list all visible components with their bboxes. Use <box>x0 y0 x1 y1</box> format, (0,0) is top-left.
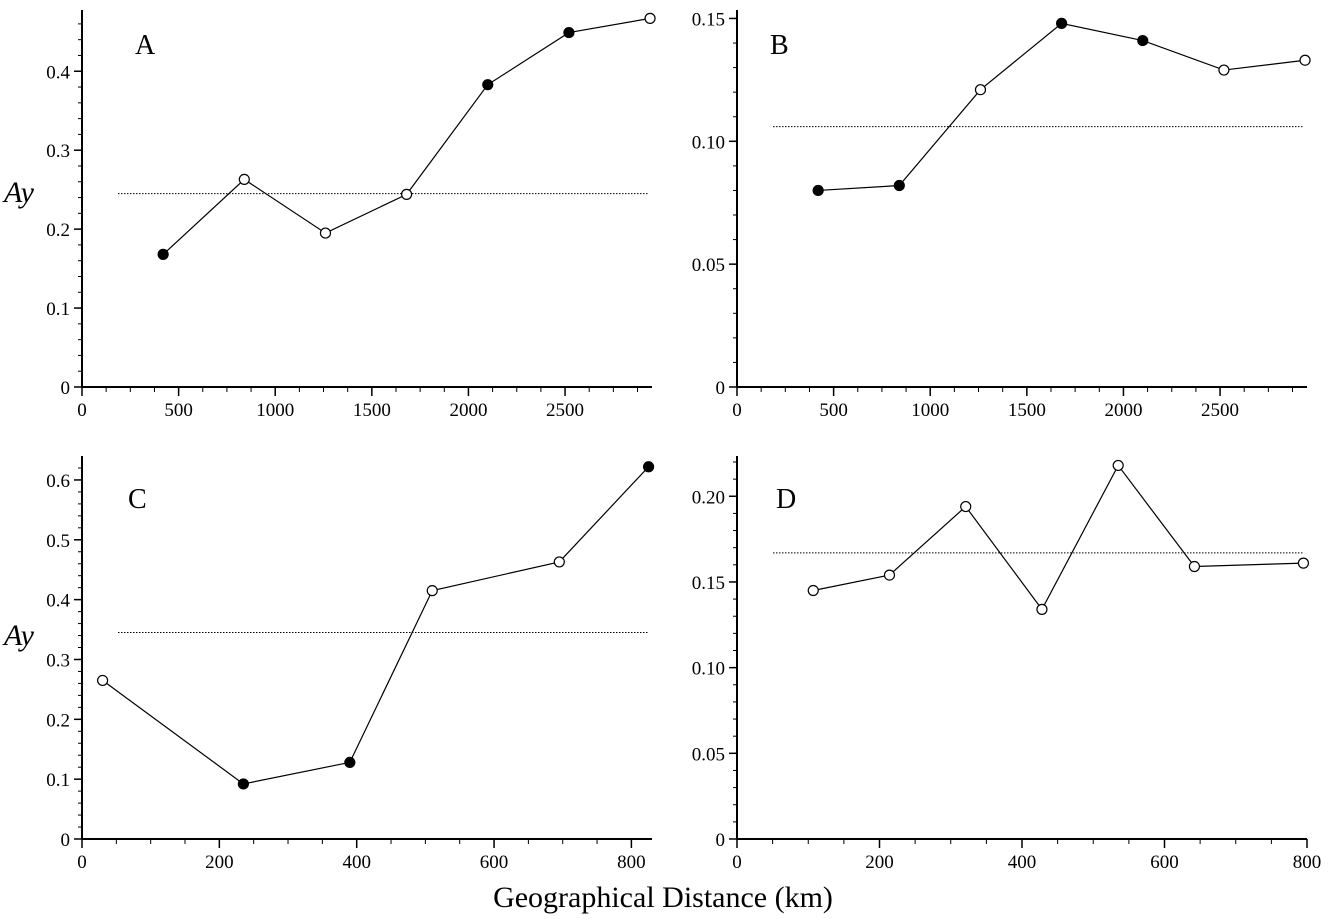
data-point-filled <box>1137 34 1149 47</box>
series-line <box>102 466 650 785</box>
data-point-open <box>1036 603 1048 615</box>
y-tick-label: 0.5 <box>46 531 70 552</box>
panel-label: B <box>770 30 789 61</box>
x-tick-label: 2000 <box>449 400 487 421</box>
series-line <box>818 22 1306 192</box>
y-tick-label: 0.1 <box>46 299 70 320</box>
panel-c: 0 0.1 0.2 0.3 0.4 0.5 0.6 0 200 400 600 800 C Ay <box>2 456 655 873</box>
data-point-filled <box>344 756 356 769</box>
panel-d: 0 0.05 0.10 0.15 0.20 0 200 400 600 800 D <box>692 456 1322 873</box>
panels: 00.10.20.30.40 500 1000 1500 2000 2500AAy00.0… <box>2 9 1321 873</box>
y-tick-label: 0 <box>61 378 71 399</box>
y-tick-label: 0.10 <box>692 132 725 153</box>
panel-a: 0 0.1 0.2 0.3 0.4 0 500 1000 1500 2000 2500 A Ay <box>2 10 656 421</box>
y-tick-label: 0.20 <box>692 487 725 508</box>
data-point-open <box>883 569 896 581</box>
x-tick-label: 0 <box>732 852 742 873</box>
y-tick-label: 0.4 <box>46 62 70 83</box>
y-tick-label: 0.4 <box>46 591 70 612</box>
x-tick-label: 400 <box>1008 852 1037 873</box>
series-line <box>813 464 1304 611</box>
x-tick-label: 200 <box>865 852 894 873</box>
data-point-open <box>553 556 565 568</box>
data-point-filled <box>642 461 655 473</box>
data-point-open <box>319 227 332 239</box>
y-axis-label: Ay <box>2 176 35 209</box>
y-tick-label: 0.3 <box>46 650 70 671</box>
x-tick-label: 2500 <box>1201 400 1239 421</box>
data-point-open <box>644 12 656 24</box>
x-tick-label: 0 <box>77 400 87 421</box>
panel-label: A <box>135 30 156 61</box>
x-tick-label: 1500 <box>353 400 391 421</box>
x-tick-label: 800 <box>617 852 646 873</box>
x-tick-label: 2000 <box>1104 400 1142 421</box>
y-tick-label: 0.10 <box>692 659 725 680</box>
y-tick-label: 0.3 <box>46 141 70 162</box>
y-tick-label: 0.15 <box>692 573 725 594</box>
data-point-open <box>1299 54 1311 66</box>
panel-label: C <box>128 484 147 515</box>
data-point-filled <box>482 79 494 91</box>
data-point-open <box>807 584 819 597</box>
y-tick-label: 0 <box>716 830 726 851</box>
x-tick-label: 0 <box>77 852 87 873</box>
x-tick-label: 1500 <box>1008 400 1046 421</box>
data-point-filled <box>237 778 249 790</box>
x-tick-label: 400 <box>342 852 371 873</box>
x-tick-label: 500 <box>819 400 848 421</box>
data-point-open <box>426 585 438 597</box>
y-tick-label: 0 <box>61 830 71 851</box>
data-point-open <box>974 84 987 96</box>
data-point-filled <box>812 184 824 197</box>
x-tick-label: 600 <box>480 852 509 873</box>
y-tick-label: 0.15 <box>692 9 725 30</box>
x-tick-label: 1000 <box>911 400 949 421</box>
data-point-open <box>238 173 250 185</box>
panel-b: 0 0.05 0.10 0.15 0 500 1000 1500 2000 2500 B <box>692 9 1311 421</box>
y-tick-label: 0.1 <box>46 770 70 791</box>
panel-label: D <box>776 484 796 515</box>
y-tick-label: 0.2 <box>46 710 70 731</box>
data-point-filled <box>893 179 905 192</box>
y-tick-label: 0.2 <box>46 220 70 241</box>
x-tick-label: 500 <box>164 400 193 421</box>
data-point-filled <box>157 248 169 260</box>
data-point-open <box>1112 459 1124 472</box>
series-line <box>162 17 651 255</box>
figure-xlabel: Geographical Distance (km) <box>493 881 833 914</box>
data-point-open <box>97 674 109 687</box>
data-point-filled <box>1056 17 1068 29</box>
data-point-open <box>960 500 972 513</box>
x-tick-label: 0 <box>732 400 742 421</box>
y-tick-label: 0.05 <box>692 255 725 276</box>
x-tick-label: 800 <box>1293 852 1322 873</box>
data-point-open <box>1297 557 1310 569</box>
y-axis-label: Ay <box>2 619 35 652</box>
y-tick-label: 0 <box>716 378 726 399</box>
y-tick-label: 0.6 <box>46 471 70 492</box>
data-point-filled <box>563 26 575 39</box>
data-point-open <box>1218 64 1230 76</box>
data-point-open <box>1188 560 1201 573</box>
y-tick-label: 0.05 <box>692 744 725 765</box>
x-tick-label: 200 <box>205 852 234 873</box>
x-tick-label: 1000 <box>256 400 294 421</box>
x-tick-label: 2500 <box>546 400 584 421</box>
x-tick-label: 600 <box>1150 852 1179 873</box>
data-point-open <box>401 188 413 200</box>
